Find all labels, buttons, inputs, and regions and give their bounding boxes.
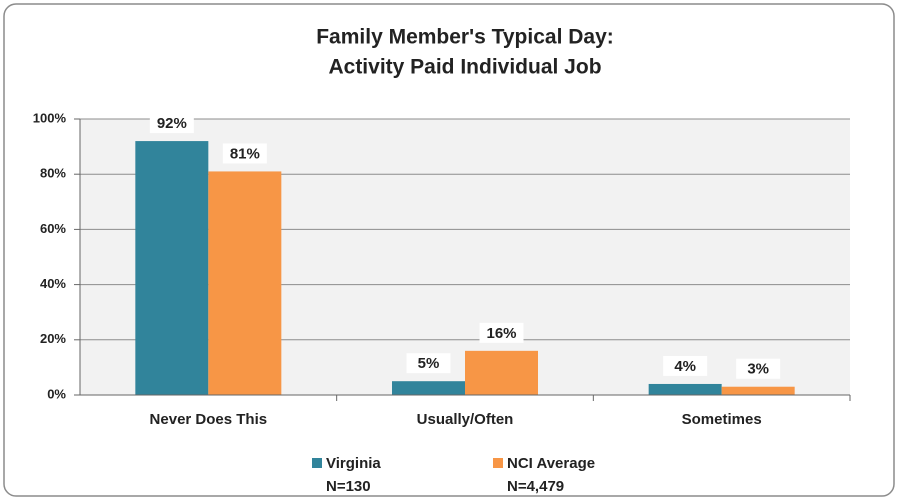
legend-note: N=130 [326,478,371,495]
chart-title: Family Member's Typical Day: [316,26,614,49]
bar [208,171,282,395]
bar [721,386,795,395]
value-label-bg [406,353,451,374]
value-label-bg [736,358,781,379]
legend-label: NCI Average [507,455,595,472]
y-tick-label: 40% [40,276,66,291]
x-tick-label: Usually/Often [417,411,514,428]
y-tick-label: 20% [40,331,66,346]
value-label-bg [149,113,194,134]
value-label: 4% [674,358,696,375]
chart-title: Activity Paid Individual Job [328,56,601,79]
y-tick-label: 80% [40,166,66,181]
x-tick-label: Never Does This [150,411,268,428]
bar [465,350,538,395]
bar [392,381,465,395]
value-label: 16% [486,325,516,342]
y-tick-label: 100% [33,110,67,125]
y-tick-label: 60% [40,221,66,236]
value-label-bg [663,355,708,376]
value-label: 81% [230,145,260,162]
value-label: 92% [157,115,187,132]
value-label-bg [222,143,267,164]
legend-swatch [493,458,503,468]
legend-note: N=4,479 [507,478,564,495]
value-label: 3% [747,361,769,378]
legend-label: Virginia [326,455,381,472]
bar [648,383,722,395]
value-label-bg [479,322,524,343]
y-tick-label: 0% [47,386,66,401]
x-tick-label: Sometimes [682,411,762,428]
value-label: 5% [418,355,440,372]
bar [135,141,209,395]
legend-swatch [312,458,322,468]
